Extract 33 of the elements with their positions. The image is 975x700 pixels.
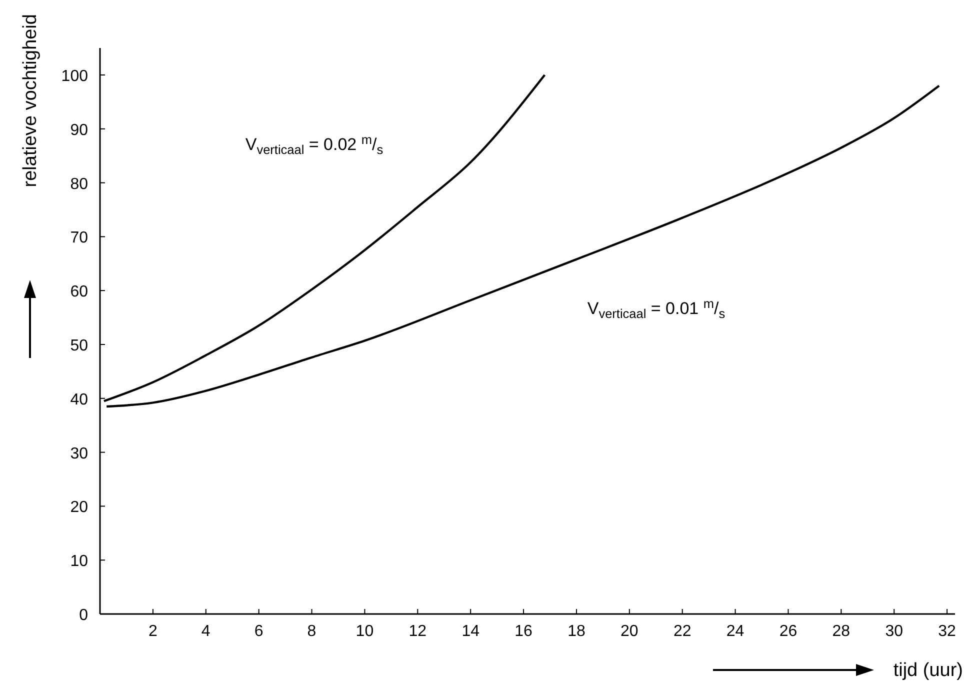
x-tick-label: 10	[356, 623, 374, 640]
y-axis-title: relatieve vochtigheid	[20, 14, 41, 188]
x-tick-label: 12	[408, 623, 427, 640]
y-tick-label: 50	[70, 337, 88, 354]
x-tick-label: 32	[938, 623, 956, 640]
y-tick-label: 90	[70, 122, 88, 139]
x-tick-label: 16	[514, 623, 533, 640]
x-tick-label: 4	[201, 623, 210, 640]
x-tick-label: 8	[307, 623, 316, 640]
x-tick-label: 28	[832, 623, 850, 640]
line-series	[106, 84, 940, 408]
y-tick-label: 0	[79, 607, 88, 624]
y-tick-label: 20	[70, 499, 88, 516]
annotation: V$_{verticaal}$ = 0.02 $^{m}$/$_{s}$	[245, 132, 384, 158]
x-tick-label: 14	[462, 623, 480, 640]
y-tick-label: 40	[70, 391, 88, 408]
y-tick-label: 60	[70, 284, 88, 301]
x-tick-label: 22	[673, 623, 692, 640]
annotation: V$_{verticaal}$ = 0.01 $^{m}$/$_{s}$	[587, 296, 726, 322]
y-tick-label: 100	[61, 68, 88, 85]
line-series	[102, 74, 546, 402]
x-tick-label: 30	[885, 623, 904, 640]
y-tick-label: 30	[70, 445, 88, 462]
x-tick-label: 20	[620, 623, 638, 640]
x-axis-title: tijd (uur)	[893, 660, 963, 681]
x-tick-label: 18	[568, 623, 586, 640]
y-tick-label: 70	[70, 230, 88, 247]
x-tick-label: 6	[254, 623, 264, 640]
x-tick-label: 24	[726, 623, 744, 640]
x-tick-label: 2	[148, 623, 158, 640]
y-tick-label: 10	[70, 553, 88, 570]
x-tick-label: 26	[779, 623, 798, 640]
y-tick-label: 80	[70, 176, 88, 193]
